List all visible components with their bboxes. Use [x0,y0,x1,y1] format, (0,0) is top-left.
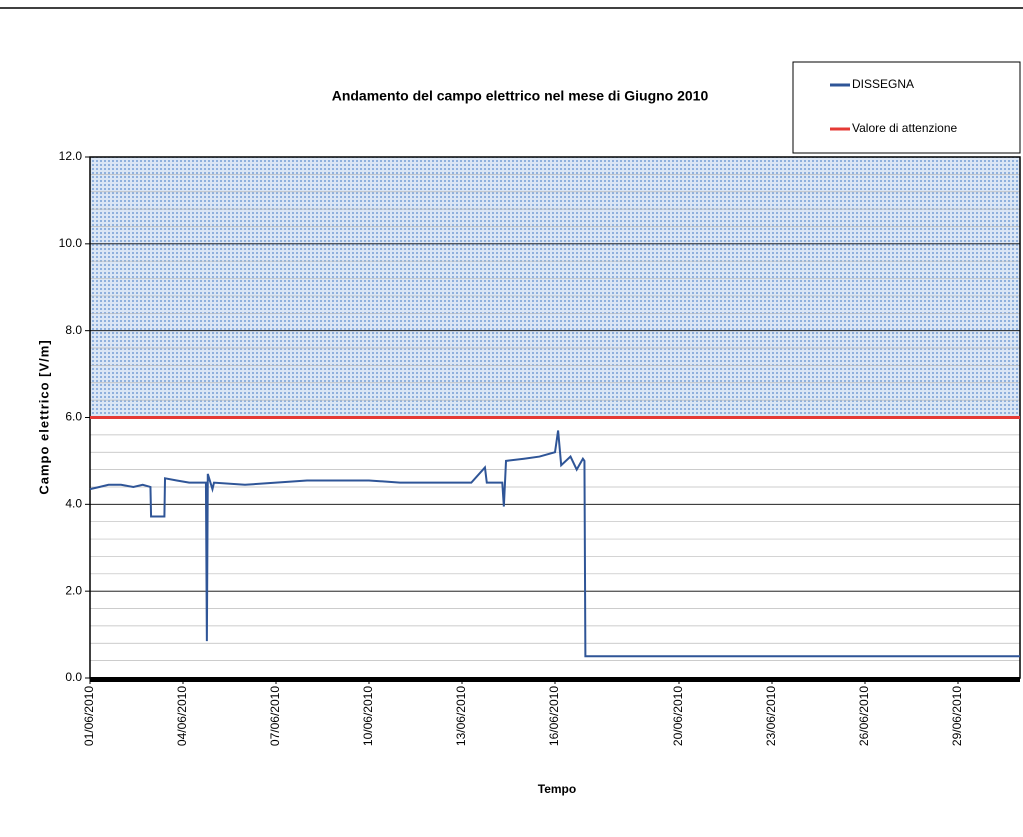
y-axis-label: Campo elettrico [V/m] [36,339,51,494]
attention-zone [90,157,1020,418]
x-tick-label: 16/06/2010 [547,686,561,746]
x-tick-label: 04/06/2010 [175,686,189,746]
y-tick-label: 12.0 [59,149,83,163]
legend-label: Valore di attenzione [852,121,958,135]
x-tick-label: 20/06/2010 [671,686,685,746]
x-tick-label: 26/06/2010 [857,686,871,746]
x-tick-label: 29/06/2010 [950,686,964,746]
x-tick-label: 23/06/2010 [764,686,778,746]
x-tick-label: 07/06/2010 [268,686,282,746]
series-line [89,430,1020,658]
x-tick-label: 01/06/2010 [82,686,96,746]
legend-label: DISSEGNA [852,77,914,91]
x-tick-label: 13/06/2010 [454,686,468,746]
legend-box [792,61,1021,154]
y-tick-label: 2.0 [65,583,82,597]
x-axis-bar [90,677,1020,682]
x-axis-label: Tempo [538,782,576,796]
y-tick-label: 6.0 [65,410,82,424]
y-tick-label: 8.0 [65,323,82,337]
x-tick-label: 10/06/2010 [361,686,375,746]
y-tick-label: 0.0 [65,670,82,684]
chart-title: Andamento del campo elettrico nel mese d… [332,88,709,104]
y-tick-label: 10.0 [59,236,83,250]
y-tick-label: 4.0 [65,497,82,511]
